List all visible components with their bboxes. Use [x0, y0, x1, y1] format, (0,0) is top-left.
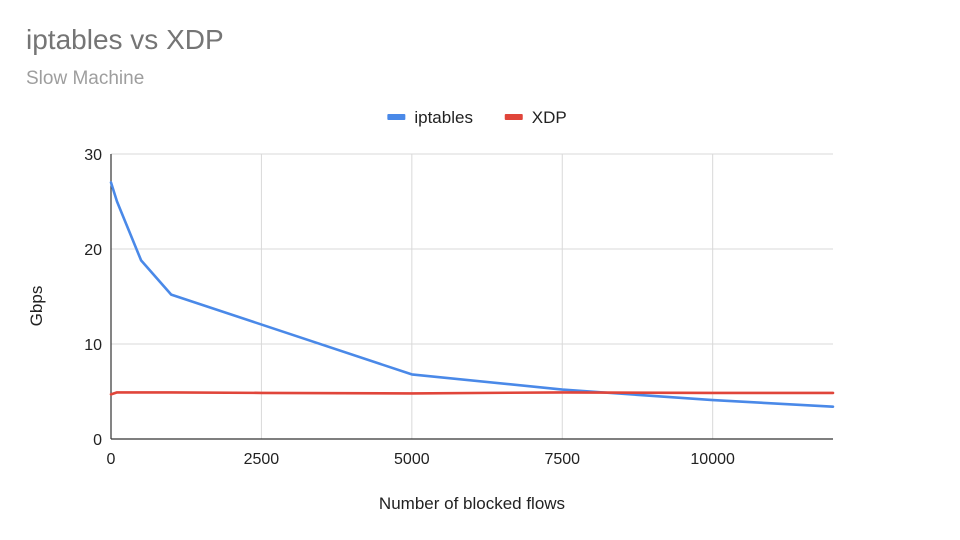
x-tick-label: 2500 — [244, 451, 280, 468]
legend: iptables XDP — [387, 108, 567, 127]
series-lines — [109, 181, 835, 409]
x-axis-title: Number of blocked flows — [379, 494, 565, 513]
axes — [110, 154, 833, 440]
x-tick-label: 0 — [107, 451, 116, 468]
grid — [111, 153, 833, 439]
legend-label-xdp: XDP — [532, 108, 567, 127]
series-line-xdp — [109, 391, 835, 396]
y-tick-label: 0 — [93, 432, 102, 449]
y-tick-label: 30 — [84, 147, 102, 164]
x-tick-label: 7500 — [544, 451, 580, 468]
chart-subtitle: Slow Machine — [26, 68, 145, 89]
chart-title: iptables vs XDP — [26, 24, 224, 55]
legend-swatch-xdp — [504, 114, 523, 120]
y-tick-label: 10 — [84, 337, 102, 354]
y-axis-title: Gbps — [27, 286, 46, 327]
tick-labels: 0 10 20 30 0 2500 5000 7500 10000 — [84, 147, 735, 468]
legend-swatch-iptables — [387, 114, 406, 120]
series-line-iptables — [109, 181, 835, 409]
legend-label-iptables: iptables — [414, 108, 473, 127]
y-tick-label: 20 — [84, 242, 102, 259]
x-tick-label: 5000 — [394, 451, 430, 468]
x-tick-label: 10000 — [690, 451, 735, 468]
